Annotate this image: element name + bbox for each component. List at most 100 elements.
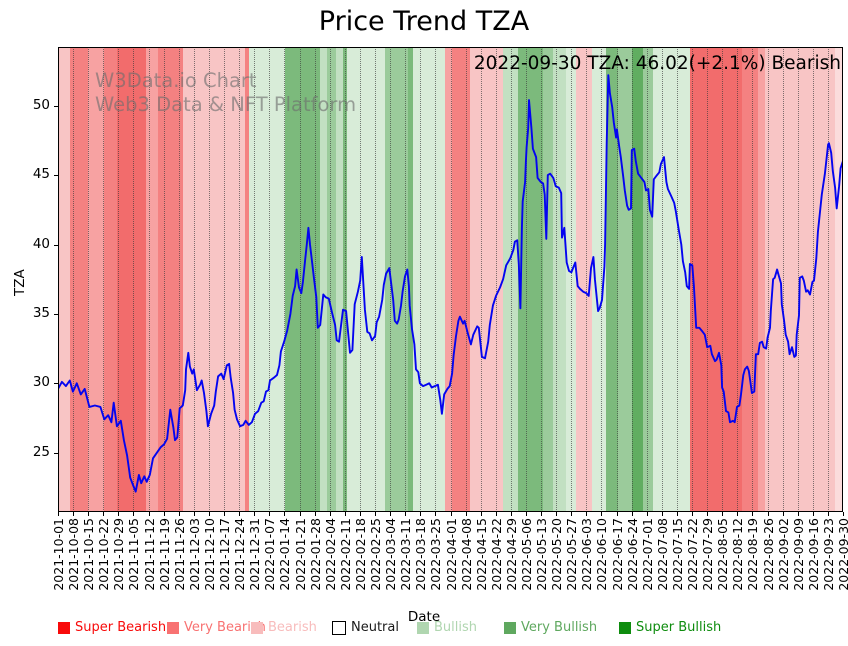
- x-tick-label: 2021-10-29: [111, 518, 127, 591]
- gridline: [163, 47, 165, 512]
- watermark-line1: W3Data.io Chart: [95, 69, 257, 92]
- gridline: [269, 47, 271, 512]
- watermark: W3Data.io Chart Web3 Data & NFT Platform: [95, 69, 356, 117]
- gridline: [284, 47, 286, 512]
- x-tick-mark: [495, 512, 497, 516]
- sentiment-band: [542, 47, 554, 512]
- x-tick-label: 2022-08-05: [715, 518, 731, 591]
- x-tick-mark: [707, 512, 709, 516]
- legend-item-neutral: Neutral: [332, 620, 399, 635]
- x-tick-mark: [148, 512, 150, 516]
- x-tick-label: 2021-11-26: [171, 518, 187, 591]
- sentiment-band: [592, 47, 606, 512]
- x-tick-mark: [661, 512, 663, 516]
- x-tick-mark: [601, 512, 603, 516]
- x-tick-mark: [359, 512, 361, 516]
- gridline: [148, 47, 150, 512]
- x-tick-label: 2022-02-18: [352, 518, 368, 591]
- x-tick-label: 2022-09-02: [775, 518, 791, 591]
- x-tick-label: 2022-08-12: [730, 518, 746, 591]
- price-line: [58, 74, 843, 493]
- gridline: [133, 47, 135, 512]
- gridline: [450, 47, 452, 512]
- price-line-chart: [58, 74, 843, 493]
- sentiment-band: [104, 47, 118, 512]
- sentiment-band: [451, 47, 470, 512]
- x-tick-mark: [118, 512, 120, 516]
- x-tick-mark: [58, 512, 59, 516]
- legend-swatch: [332, 620, 346, 635]
- gridline: [767, 47, 769, 512]
- x-tick-label: 2022-04-15: [473, 518, 489, 591]
- gridline: [782, 47, 784, 512]
- sentiment-band: [412, 47, 445, 512]
- y-tick-mark: [54, 244, 58, 246]
- x-tick-mark: [420, 512, 422, 516]
- x-axis-title: Date: [407, 609, 441, 625]
- x-tick-label: 2021-12-31: [247, 518, 263, 591]
- x-tick-label: 2022-05-20: [549, 518, 565, 591]
- x-tick-mark: [405, 512, 407, 516]
- x-tick-label: 2022-08-19: [745, 518, 761, 591]
- legend-swatch: [58, 621, 70, 634]
- x-tick-mark: [737, 512, 739, 516]
- gridline: [510, 47, 512, 512]
- sentiment-band: [469, 47, 503, 512]
- x-tick-mark: [329, 512, 331, 516]
- x-tick-label: 2021-10-01: [51, 518, 66, 591]
- x-tick-mark: [224, 512, 226, 516]
- x-tick-label: 2021-12-10: [201, 518, 217, 591]
- gridline: [224, 47, 226, 512]
- x-tick-mark: [254, 512, 256, 516]
- gridline: [435, 47, 437, 512]
- legend-label: Neutral: [351, 620, 399, 635]
- x-tick-label: 2022-09-16: [805, 518, 821, 591]
- x-tick-mark: [752, 512, 754, 516]
- legend-label: Super Bullish: [636, 620, 722, 635]
- gridline: [556, 47, 558, 512]
- x-tick-label: 2021-12-03: [186, 518, 202, 591]
- x-tick-label: 2021-10-08: [66, 518, 82, 591]
- x-tick-mark: [797, 512, 799, 516]
- x-tick-mark: [646, 512, 648, 516]
- watermark-line2: Web3 Data & NFT Platform: [95, 93, 357, 116]
- x-tick-mark: [133, 512, 135, 516]
- gridline: [193, 47, 195, 512]
- x-tick-label: 2022-06-03: [579, 518, 595, 591]
- x-tick-mark: [541, 512, 543, 516]
- x-tick-mark: [435, 512, 437, 516]
- sentiment-band: [182, 47, 245, 512]
- x-tick-label: 2022-04-22: [488, 518, 504, 591]
- x-tick-label: 2022-03-04: [383, 518, 399, 591]
- x-tick-label: 2022-09-09: [790, 518, 806, 591]
- x-tick-mark: [631, 512, 633, 516]
- gridline: [314, 47, 316, 512]
- sentiment-band: [576, 47, 593, 512]
- plot-area: W3Data.io Chart Web3 Data & NFT Platform…: [58, 47, 843, 512]
- gridline: [73, 47, 75, 512]
- sentiment-band: [834, 47, 843, 512]
- gridline: [420, 47, 422, 512]
- sentiment-band: [757, 47, 765, 512]
- legend-swatch: [417, 621, 429, 634]
- x-tick-mark: [73, 512, 75, 516]
- sentiment-band: [741, 47, 758, 512]
- gridline: [586, 47, 588, 512]
- sentiment-band: [335, 47, 344, 512]
- gridline: [722, 47, 724, 512]
- y-tick-label: 50: [32, 96, 50, 113]
- gridline: [631, 47, 633, 512]
- y-tick-label: 35: [32, 304, 50, 321]
- gridline: [208, 47, 210, 512]
- x-tick-label: 2021-12-24: [232, 518, 248, 591]
- x-tick-mark: [556, 512, 558, 516]
- legend-label: Very Bullish: [521, 620, 598, 635]
- x-tick-label: 2022-01-07: [262, 518, 278, 591]
- x-tick-mark: [465, 512, 467, 516]
- x-tick-label: 2022-07-08: [654, 518, 670, 591]
- gridline: [676, 47, 678, 512]
- gridline: [118, 47, 120, 512]
- gridline: [661, 47, 663, 512]
- chart-title: Price Trend TZA: [318, 6, 530, 37]
- gridline: [375, 47, 377, 512]
